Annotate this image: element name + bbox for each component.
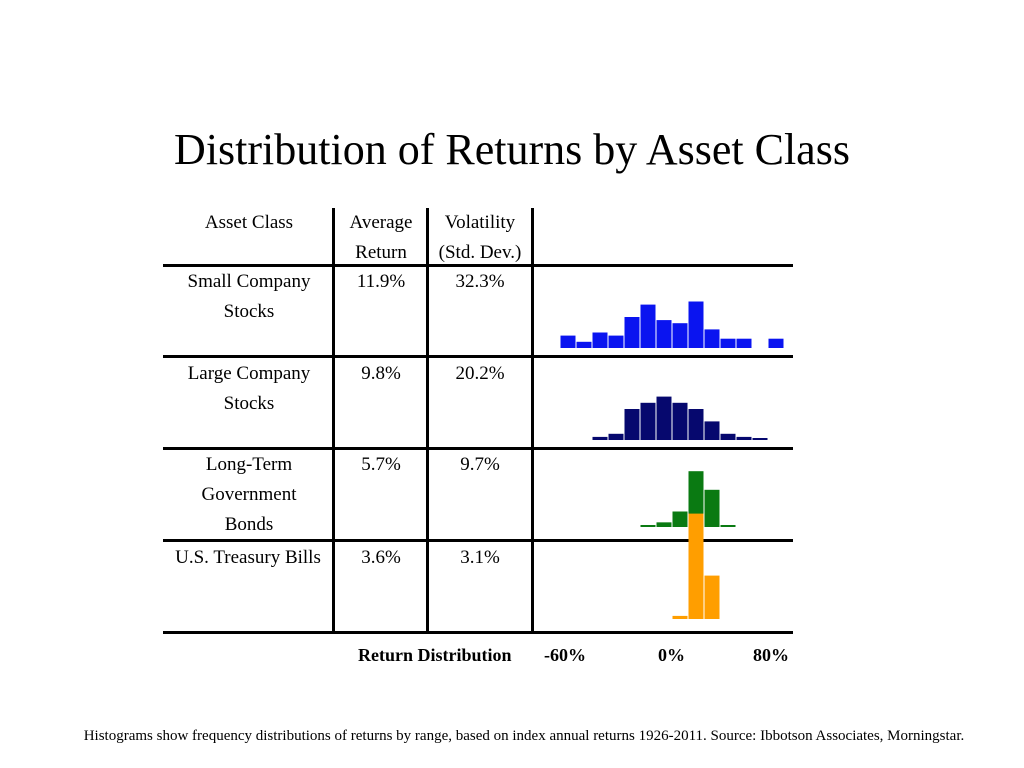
histogram-bar	[656, 320, 672, 348]
histogram-bar	[608, 433, 624, 440]
footnote: Histograms show frequency distributions …	[83, 728, 965, 744]
row-2-volatility: 20.2%	[455, 363, 505, 384]
row-divider-1	[163, 264, 793, 267]
histogram-bar	[688, 513, 704, 619]
column-divider-3	[531, 208, 534, 634]
header-asset-class: Asset Class	[204, 212, 294, 233]
histogram-bar	[640, 304, 656, 348]
histogram-bar	[720, 525, 736, 527]
histogram-bar	[704, 575, 720, 619]
histogram-us-treasury-bills	[672, 513, 720, 619]
histogram-bar	[592, 332, 608, 348]
histogram-bar	[768, 338, 784, 348]
axis-tick-right: 80%	[753, 645, 789, 665]
histogram-bar	[672, 615, 688, 619]
histogram-bar	[688, 409, 704, 440]
row-4-volatility: 3.1%	[460, 547, 500, 568]
histogram-bar	[656, 396, 672, 440]
row-2-name-line1: Large Company	[187, 363, 311, 384]
row-divider-5	[163, 631, 793, 634]
row-3-asset-class: Long-Term Government Bonds	[164, 450, 334, 540]
axis-label: Return Distribution	[358, 645, 512, 665]
histogram-bar	[672, 402, 688, 440]
histogram-large-company-stocks	[592, 396, 768, 440]
histogram-bar	[752, 438, 768, 440]
header-average-return-line1: Average	[349, 212, 413, 233]
histogram-bar	[688, 471, 704, 527]
histogram-bar	[624, 317, 640, 348]
row-1-name-line2: Stocks	[223, 301, 275, 322]
row-divider-4	[163, 539, 793, 542]
histogram-bar	[736, 436, 752, 440]
histogram-bar	[720, 433, 736, 440]
row-1-volatility: 32.3%	[455, 271, 505, 292]
header-volatility: Volatility (Std. Dev.)	[428, 208, 532, 268]
histogram-small-company-stocks	[560, 301, 784, 348]
row-4-average-return: 3.6%	[361, 547, 401, 568]
histogram-bar	[560, 335, 576, 348]
column-divider-2	[426, 208, 429, 634]
row-divider-3	[163, 447, 793, 450]
row-3-name-line1: Long-Term	[205, 454, 293, 475]
histogram-bar	[656, 522, 672, 527]
histogram-bar	[704, 329, 720, 348]
row-2-average-return: 9.8%	[361, 363, 401, 384]
row-3-name-line2: Government	[201, 484, 297, 505]
row-divider-2	[163, 355, 793, 358]
row-1-asset-class: Small Company Stocks	[164, 267, 334, 327]
histogram-bar	[672, 511, 688, 527]
header-volatility-line2: (Std. Dev.)	[438, 242, 522, 263]
row-4-name-line1: U.S. Treasury Bills	[175, 547, 321, 568]
histogram-bar	[704, 421, 720, 440]
histogram-bar	[624, 409, 640, 440]
page-title: Distribution of Returns by Asset Class	[174, 125, 850, 174]
histogram-bar	[720, 338, 736, 348]
histogram-bar	[640, 402, 656, 440]
histogram-long-term-government-bonds	[640, 471, 736, 527]
histogram-bar	[736, 338, 752, 348]
row-1-average-return: 11.9%	[356, 271, 406, 292]
axis-tick-mid: 0%	[658, 645, 685, 665]
histogram-bar	[640, 525, 656, 527]
header-average-return: Average Return	[334, 208, 428, 268]
row-3-average-return: 5.7%	[361, 454, 401, 475]
row-2-name-line2: Stocks	[223, 393, 275, 414]
histogram-bar	[704, 489, 720, 527]
histogram-bar	[592, 436, 608, 440]
row-4-asset-class: U.S. Treasury Bills	[160, 543, 336, 573]
axis-tick-left: -60%	[544, 645, 586, 665]
row-3-name-line3: Bonds	[224, 514, 274, 535]
header-average-return-line2: Return	[355, 242, 407, 263]
histogram-bar	[608, 335, 624, 348]
histogram-bar	[672, 323, 688, 348]
row-1-name-line1: Small Company	[187, 271, 311, 292]
row-3-volatility: 9.7%	[460, 454, 500, 475]
histogram-bar	[576, 341, 592, 348]
row-2-asset-class: Large Company Stocks	[164, 359, 334, 419]
column-divider-1	[332, 208, 335, 634]
histogram-bar	[688, 301, 704, 348]
header-volatility-line1: Volatility	[444, 212, 516, 233]
